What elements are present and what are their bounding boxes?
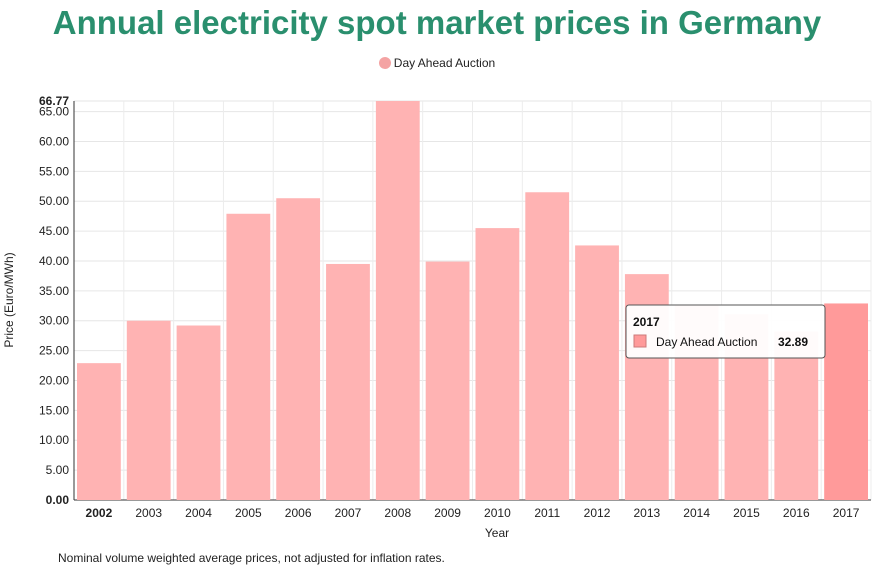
x-tick-label: 2005 <box>235 506 262 520</box>
legend-swatch-icon <box>378 57 391 69</box>
y-tick-label: 30.00 <box>39 314 69 328</box>
bar-2002[interactable] <box>77 363 121 500</box>
bar-2016[interactable] <box>774 331 819 500</box>
bar-2009[interactable] <box>425 261 470 500</box>
x-tick-label: 2008 <box>384 506 411 520</box>
y-tick-label: 55.00 <box>39 164 69 178</box>
bar-2010[interactable] <box>475 228 520 500</box>
x-tick-label: 2016 <box>783 506 810 520</box>
x-tick-label: 2017 <box>833 506 860 520</box>
bar-2017[interactable] <box>824 303 868 500</box>
y-tick-label: 65.00 <box>39 105 69 119</box>
bar-2006[interactable] <box>276 198 321 500</box>
y-tick-label: 20.00 <box>39 373 69 387</box>
x-tick-label: 2011 <box>534 506 560 520</box>
y-axis-label: Price (Euro/MWh) <box>2 252 16 347</box>
x-tick-label: 2007 <box>335 506 362 520</box>
x-tick-label: 2003 <box>135 506 162 520</box>
y-tick-label: 35.00 <box>39 284 69 298</box>
tooltip-swatch-icon <box>633 334 647 348</box>
legend-label: Day Ahead Auction <box>393 56 496 70</box>
y-tick-label: 40.00 <box>39 254 69 268</box>
y-tick-label: 0.00 <box>46 493 70 507</box>
x-tick-label: 2006 <box>285 506 312 520</box>
y-tick-label: 60.00 <box>39 134 69 148</box>
x-tick-label: 2012 <box>584 506 611 520</box>
bar-2007[interactable] <box>326 263 370 500</box>
y-axis-ticks: 0.00 5.00 10.00 15.00 20.00 25.00 30.00 35.00 40… <box>39 94 69 507</box>
x-tick-label: 2014 <box>683 506 710 520</box>
x-axis-label: Year <box>485 526 509 540</box>
x-tick-label: 2015 <box>733 506 760 520</box>
bar-2005[interactable] <box>226 213 271 501</box>
x-tick-label: 2009 <box>434 506 461 520</box>
y-tick-label: 50.00 <box>39 194 69 208</box>
x-tick-label: 2013 <box>633 506 660 520</box>
tooltip-box <box>625 304 826 359</box>
y-max-label: 66.77 <box>39 94 69 108</box>
bar-2004[interactable] <box>176 325 221 500</box>
bar-2012[interactable] <box>575 245 619 500</box>
x-axis-ticks: 2002 2003 2004 2005 2006 2007 2008 2009 2010 2011… <box>86 506 860 520</box>
y-tick-label: 45.00 <box>39 224 69 238</box>
tooltip: 2017 Day Ahead Auction 32.89 <box>625 304 826 359</box>
x-tick-label: 2002 <box>86 506 113 520</box>
y-tick-label: 15.00 <box>39 403 69 417</box>
y-tick-label: 5.00 <box>46 463 70 477</box>
bar-2011[interactable] <box>525 192 570 500</box>
x-tick-label: 2004 <box>185 506 212 520</box>
chart-legend[interactable]: Day Ahead Auction <box>0 56 874 70</box>
x-tick-label: 2010 <box>484 506 511 520</box>
tooltip-series: Day Ahead Auction <box>656 335 757 349</box>
footnote: Nominal volume weighted average prices, … <box>58 551 445 565</box>
chart-title: Annual electricity spot market prices in… <box>52 4 822 41</box>
y-tick-label: 25.00 <box>39 344 69 358</box>
bar-2008[interactable] <box>375 101 420 500</box>
tooltip-value: 32.89 <box>778 335 808 349</box>
y-tick-label: 10.00 <box>39 433 69 447</box>
tooltip-title: 2017 <box>633 315 660 329</box>
bar-2003[interactable] <box>126 320 171 500</box>
